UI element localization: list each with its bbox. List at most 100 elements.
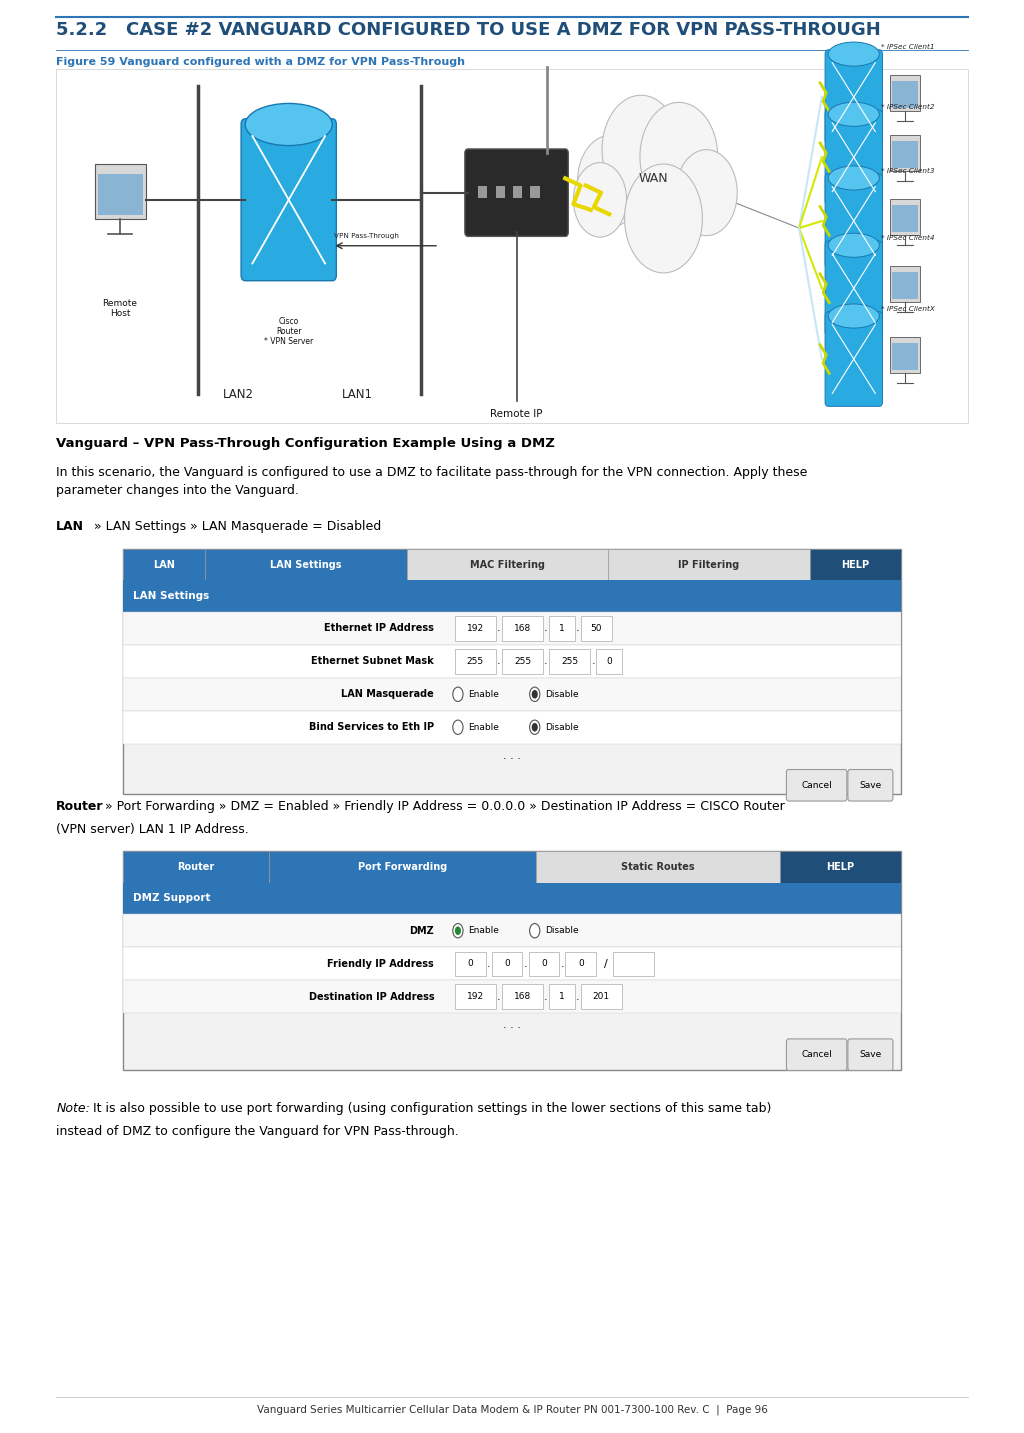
Bar: [612, 952, 653, 976]
Text: Disable: Disable: [545, 722, 579, 732]
Text: Cisco
Router
* VPN Server: Cisco Router * VPN Server: [264, 317, 313, 347]
Text: HELP: HELP: [826, 863, 854, 871]
Bar: [123, 580, 901, 612]
FancyBboxPatch shape: [241, 119, 336, 281]
Text: .: .: [560, 959, 564, 969]
Ellipse shape: [828, 304, 880, 328]
Bar: [205, 549, 407, 580]
Circle shape: [676, 149, 737, 235]
Text: LAN Settings: LAN Settings: [133, 592, 209, 600]
Text: Ethernet IP Address: Ethernet IP Address: [325, 623, 434, 633]
Text: MAC Filtering: MAC Filtering: [470, 560, 545, 569]
Text: .: .: [544, 992, 548, 1002]
Circle shape: [453, 924, 463, 939]
FancyBboxPatch shape: [786, 770, 847, 801]
Ellipse shape: [828, 166, 880, 191]
Text: Destination IP Address: Destination IP Address: [308, 992, 434, 1002]
Bar: [892, 272, 919, 299]
Bar: [502, 616, 543, 641]
Text: 201: 201: [593, 992, 610, 1002]
Text: Note:: Note:: [56, 1102, 90, 1115]
Text: VPN Pass-Through: VPN Pass-Through: [334, 232, 398, 238]
Ellipse shape: [245, 103, 332, 146]
Bar: [549, 649, 590, 674]
Text: It is also possible to use port forwarding (using configuration settings in the : It is also possible to use port forwardi…: [89, 1102, 771, 1115]
Text: Enable: Enable: [468, 689, 499, 699]
Text: Save: Save: [859, 781, 882, 790]
FancyBboxPatch shape: [465, 149, 568, 236]
Circle shape: [455, 927, 461, 936]
FancyBboxPatch shape: [825, 50, 883, 145]
Text: 255: 255: [467, 656, 484, 666]
Bar: [537, 851, 779, 883]
Bar: [530, 185, 540, 198]
Text: LAN1: LAN1: [342, 388, 373, 401]
Text: .: .: [486, 959, 490, 969]
Circle shape: [578, 135, 643, 226]
Text: (VPN server) LAN 1 IP Address.: (VPN server) LAN 1 IP Address.: [56, 823, 249, 835]
Text: . . .: . . .: [503, 1020, 521, 1030]
Text: Figure 59 Vanguard configured with a DMZ for VPN Pass-Through: Figure 59 Vanguard configured with a DMZ…: [56, 57, 465, 67]
Circle shape: [453, 721, 463, 735]
Bar: [892, 342, 919, 370]
Bar: [455, 649, 496, 674]
Text: DMZ Support: DMZ Support: [133, 894, 211, 903]
Text: Port Forwarding: Port Forwarding: [358, 863, 447, 871]
Bar: [123, 645, 901, 678]
Text: 5.2.2   CASE #2 VANGUARD CONFIGURED TO USE A DMZ FOR VPN PASS-THROUGH: 5.2.2 CASE #2 VANGUARD CONFIGURED TO USE…: [56, 21, 881, 40]
Text: . . .: . . .: [503, 751, 521, 761]
Text: * IPSec ClientX: * IPSec ClientX: [882, 305, 935, 312]
Bar: [608, 549, 810, 580]
Circle shape: [531, 724, 538, 732]
Bar: [581, 616, 611, 641]
Text: .: .: [497, 992, 501, 1002]
FancyBboxPatch shape: [825, 312, 883, 407]
Text: instead of DMZ to configure the Vanguard for VPN Pass-through.: instead of DMZ to configure the Vanguard…: [56, 1125, 459, 1138]
Text: Friendly IP Address: Friendly IP Address: [328, 959, 434, 969]
Text: In this scenario, the Vanguard is configured to use a DMZ to facilitate pass-thr: In this scenario, the Vanguard is config…: [56, 466, 808, 497]
Ellipse shape: [828, 42, 880, 66]
Text: Remote
Host: Remote Host: [102, 299, 137, 318]
Text: 255: 255: [561, 656, 579, 666]
Bar: [502, 649, 543, 674]
Bar: [892, 205, 919, 232]
Text: 192: 192: [467, 992, 484, 1002]
Circle shape: [529, 688, 540, 702]
Text: Cancel: Cancel: [801, 781, 833, 790]
Circle shape: [453, 688, 463, 702]
Text: 255: 255: [514, 656, 531, 666]
Text: .: .: [575, 992, 580, 1002]
Bar: [123, 549, 901, 794]
Text: Cancel: Cancel: [801, 1050, 833, 1059]
Bar: [890, 199, 921, 235]
Bar: [123, 711, 901, 744]
Bar: [97, 175, 142, 215]
Bar: [890, 267, 921, 302]
Text: /: /: [604, 959, 608, 969]
Text: * IPSec Client1: * IPSec Client1: [882, 44, 935, 50]
Bar: [496, 185, 505, 198]
Text: .: .: [497, 623, 501, 633]
Bar: [492, 952, 522, 976]
Circle shape: [529, 924, 540, 939]
Text: LAN2: LAN2: [223, 388, 254, 401]
Text: Save: Save: [859, 1050, 882, 1059]
Text: 168: 168: [514, 992, 531, 1002]
FancyBboxPatch shape: [825, 173, 883, 268]
Bar: [123, 549, 205, 580]
Text: .: .: [544, 656, 548, 666]
FancyBboxPatch shape: [825, 241, 883, 335]
Text: Vanguard – VPN Pass-Through Configuration Example Using a DMZ: Vanguard – VPN Pass-Through Configuratio…: [56, 437, 555, 450]
Bar: [890, 136, 921, 171]
Bar: [549, 984, 574, 1009]
Text: LAN Settings: LAN Settings: [270, 560, 342, 569]
Bar: [890, 76, 921, 110]
Text: 0: 0: [606, 656, 612, 666]
Bar: [94, 165, 145, 219]
Bar: [268, 851, 537, 883]
Text: Ethernet Subnet Mask: Ethernet Subnet Mask: [311, 656, 434, 666]
Text: 1: 1: [559, 992, 565, 1002]
Circle shape: [529, 721, 540, 735]
Bar: [478, 185, 487, 198]
Bar: [810, 549, 901, 580]
